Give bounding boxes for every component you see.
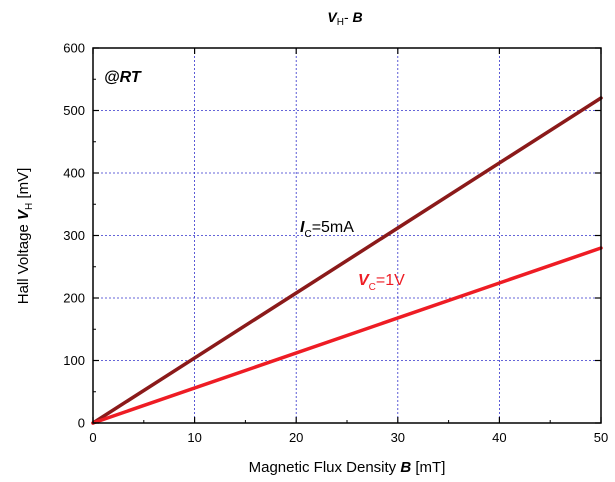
- y-tick-label-0: 0: [78, 416, 85, 431]
- grid: [93, 48, 601, 423]
- y-tick-label-1: 100: [63, 353, 85, 368]
- series-label-ic: IC=5mA: [300, 219, 354, 240]
- y-tick-label-2: 200: [63, 291, 85, 306]
- x-axis-title: Magnetic Flux Density B [mT]: [249, 459, 446, 476]
- y-tick-label-5: 500: [63, 103, 85, 118]
- x-tick-label-4: 40: [492, 430, 506, 445]
- series-line-1: [91, 246, 603, 425]
- x-axis-title-var: B: [400, 459, 411, 476]
- series-label-ic-value: =5mA: [312, 219, 355, 236]
- y-axis-title-text: Hall Voltage: [15, 220, 32, 304]
- chart-title: VH- B: [327, 9, 362, 28]
- series-line-0: [91, 96, 603, 425]
- x-tick-label-0: 0: [89, 430, 96, 445]
- series-label-ic-var: I: [300, 219, 305, 236]
- y-axis-title-var: V: [15, 208, 32, 220]
- x-tick-label-2: 20: [289, 430, 303, 445]
- x-tick-label-1: 10: [187, 430, 201, 445]
- series-label-vc-sub: C: [369, 282, 376, 293]
- series-label-vc-value: =1V: [376, 272, 405, 289]
- y-axis-title-sub: H: [24, 203, 35, 210]
- x-axis-title-text: Magnetic Flux Density: [249, 459, 401, 476]
- x-tick-label-5: 50: [594, 430, 608, 445]
- chart-title-var-b: B: [353, 9, 363, 25]
- x-axis-title-unit: [mT]: [411, 459, 445, 476]
- y-ticks: 0 100 200 300 400 500 600: [63, 41, 601, 431]
- series-label-ic-sub: C: [304, 229, 311, 240]
- x-tick-label-3: 30: [391, 430, 405, 445]
- chart-title-var-v: V: [327, 9, 338, 25]
- series-label-vc: VC=1V: [358, 272, 405, 293]
- series-lines: [91, 96, 603, 425]
- series-label-vc-var: V: [358, 272, 370, 289]
- y-tick-label-4: 400: [63, 166, 85, 181]
- y-tick-label-3: 300: [63, 228, 85, 243]
- x-ticks: 0 10 20 30 40 50: [89, 48, 608, 445]
- annotation-rt: @RT: [104, 69, 142, 86]
- y-axis-title-unit: [mV]: [15, 168, 32, 203]
- y-axis-title: Hall Voltage VH [mV]: [15, 168, 35, 305]
- y-tick-label-6: 600: [63, 41, 85, 56]
- chart-title-sep: -: [344, 9, 353, 25]
- chart-title-sub-h: H: [337, 17, 344, 28]
